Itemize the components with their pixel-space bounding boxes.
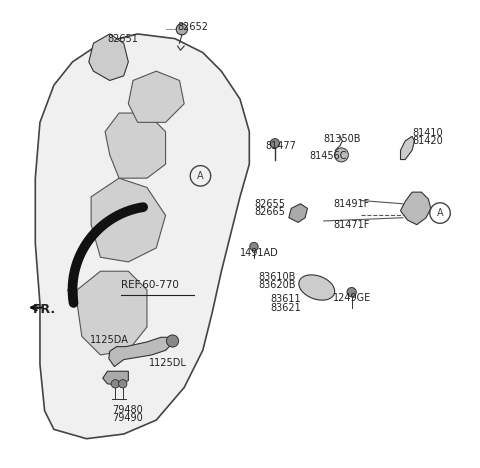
Circle shape: [176, 24, 187, 35]
Text: 1125DL: 1125DL: [149, 358, 187, 368]
Circle shape: [270, 139, 279, 148]
Text: FR.: FR.: [33, 303, 56, 316]
Polygon shape: [400, 136, 414, 160]
Polygon shape: [89, 34, 128, 80]
Polygon shape: [36, 34, 249, 439]
Text: REF.60-770: REF.60-770: [121, 280, 179, 290]
Circle shape: [167, 335, 179, 347]
Polygon shape: [103, 371, 128, 385]
Polygon shape: [289, 204, 308, 222]
Text: 82665: 82665: [254, 207, 285, 217]
Text: A: A: [197, 171, 204, 181]
Circle shape: [119, 380, 127, 388]
Text: 1491AD: 1491AD: [240, 248, 279, 257]
Text: 1249GE: 1249GE: [333, 293, 372, 303]
Polygon shape: [128, 71, 184, 122]
Text: 81410: 81410: [412, 128, 443, 138]
Polygon shape: [109, 337, 172, 366]
Polygon shape: [105, 113, 166, 178]
Text: 82651: 82651: [108, 34, 138, 44]
Text: 82652: 82652: [177, 22, 208, 32]
Text: 79480: 79480: [112, 405, 143, 415]
Polygon shape: [91, 178, 166, 262]
Text: 83621: 83621: [270, 302, 301, 313]
Polygon shape: [77, 271, 147, 355]
Polygon shape: [400, 192, 431, 225]
Text: 81471F: 81471F: [333, 219, 370, 230]
Circle shape: [335, 148, 348, 162]
Text: 1125DA: 1125DA: [90, 335, 129, 345]
Circle shape: [250, 242, 258, 251]
Text: A: A: [437, 208, 444, 218]
Text: 83611: 83611: [270, 294, 301, 304]
Text: 79490: 79490: [112, 413, 143, 423]
Text: 81420: 81420: [412, 136, 443, 146]
Text: 83610B: 83610B: [259, 272, 296, 282]
Text: 81456C: 81456C: [310, 151, 348, 161]
Text: 83620B: 83620B: [259, 280, 296, 290]
Text: 81350B: 81350B: [324, 134, 361, 144]
Circle shape: [111, 380, 120, 388]
Circle shape: [347, 287, 356, 297]
Ellipse shape: [299, 275, 335, 300]
Text: 81477: 81477: [265, 140, 297, 151]
Text: 81491F: 81491F: [333, 199, 369, 209]
Text: 82655: 82655: [254, 199, 285, 209]
